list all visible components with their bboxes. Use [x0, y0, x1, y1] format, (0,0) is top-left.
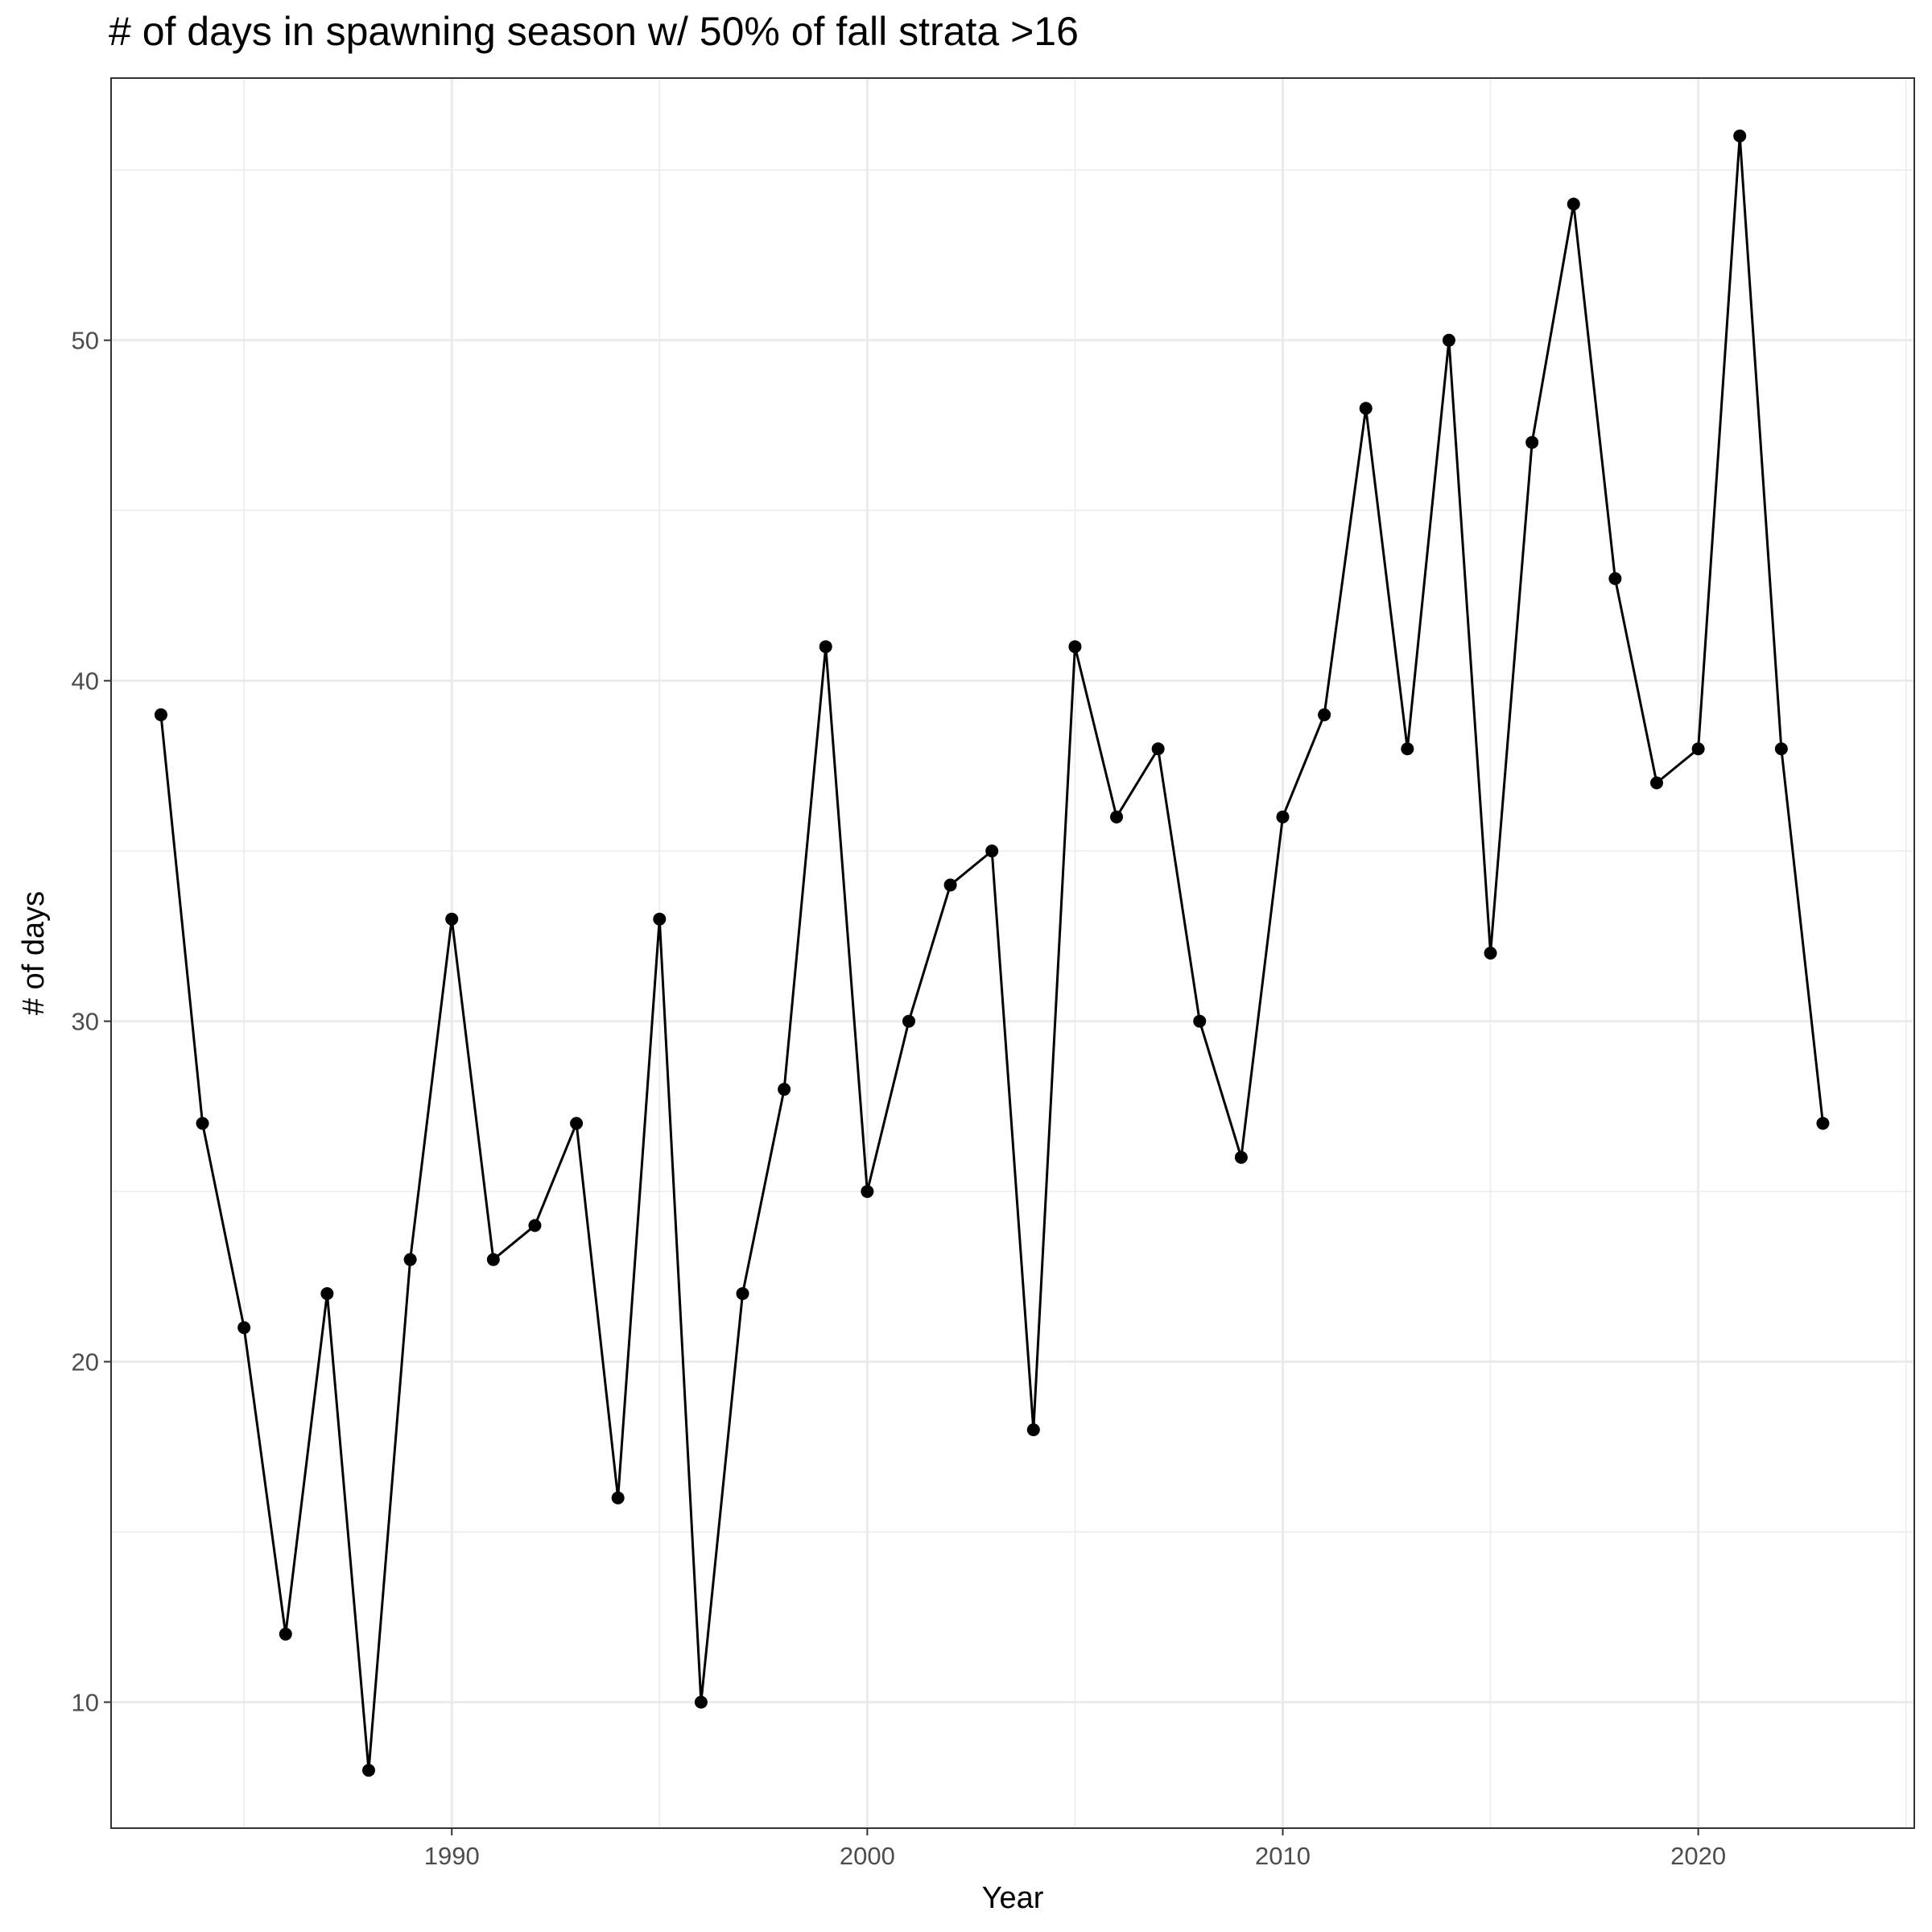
data-point [320, 1286, 334, 1300]
data-point [486, 1253, 500, 1266]
x-tick-label: 2020 [1670, 1842, 1726, 1870]
data-point [1193, 1014, 1207, 1028]
data-point [154, 708, 167, 721]
data-point [1733, 129, 1747, 142]
data-point [611, 1491, 625, 1505]
data-point [1691, 742, 1705, 756]
data-point [1650, 776, 1663, 790]
series-point-group [154, 129, 1830, 1777]
data-point [736, 1286, 749, 1300]
data-point [1484, 947, 1497, 960]
tick-labels: 1990 2000 2010 2020 10 20 30 40 50 [72, 327, 1727, 1870]
data-point [902, 1014, 915, 1028]
chart-title: # of days in spawning season w/ 50% of f… [109, 9, 1079, 54]
data-point [1151, 742, 1165, 756]
data-point [570, 1117, 584, 1130]
panel-border [110, 77, 1915, 1829]
data-point [1110, 810, 1124, 824]
data-point [778, 1083, 791, 1096]
data-point [1525, 436, 1539, 449]
data-point [1359, 402, 1373, 415]
minor-gridlines [111, 78, 1914, 1828]
data-point [1816, 1117, 1830, 1130]
data-point [861, 1185, 874, 1199]
data-point [1774, 742, 1788, 756]
axis-ticks [104, 339, 1699, 1835]
data-point [445, 912, 459, 926]
y-axis-title: # of days [17, 891, 51, 1015]
data-point [237, 1321, 251, 1335]
data-point [196, 1117, 209, 1130]
data-point [362, 1764, 375, 1777]
x-axis-title: Year [982, 1881, 1044, 1915]
data-point [528, 1219, 542, 1232]
data-point [1068, 640, 1082, 654]
y-tick-label: 20 [72, 1348, 99, 1377]
data-point [943, 878, 957, 892]
data-point [653, 912, 667, 926]
x-tick-label: 1990 [424, 1842, 480, 1870]
data-point [985, 844, 999, 858]
data-point [403, 1253, 417, 1266]
data-point [1442, 333, 1455, 347]
data-point [1276, 810, 1290, 824]
data-point [1401, 742, 1414, 756]
y-tick-label: 40 [72, 667, 99, 696]
y-tick-label: 50 [72, 327, 99, 355]
data-point [1318, 708, 1331, 721]
data-point [1567, 197, 1580, 211]
x-tick-label: 2010 [1255, 1842, 1311, 1870]
data-point [1234, 1150, 1248, 1164]
series-line [159, 134, 1824, 1772]
data-point [279, 1627, 292, 1641]
series-line-group [159, 134, 1824, 1772]
x-tick-label: 2000 [840, 1842, 895, 1870]
data-point [1608, 572, 1622, 585]
y-tick-label: 10 [72, 1689, 99, 1717]
y-tick-label: 30 [72, 1008, 99, 1036]
data-point [694, 1695, 708, 1709]
data-point [819, 640, 832, 654]
major-gridlines [111, 78, 1914, 1828]
data-point [1026, 1423, 1040, 1437]
